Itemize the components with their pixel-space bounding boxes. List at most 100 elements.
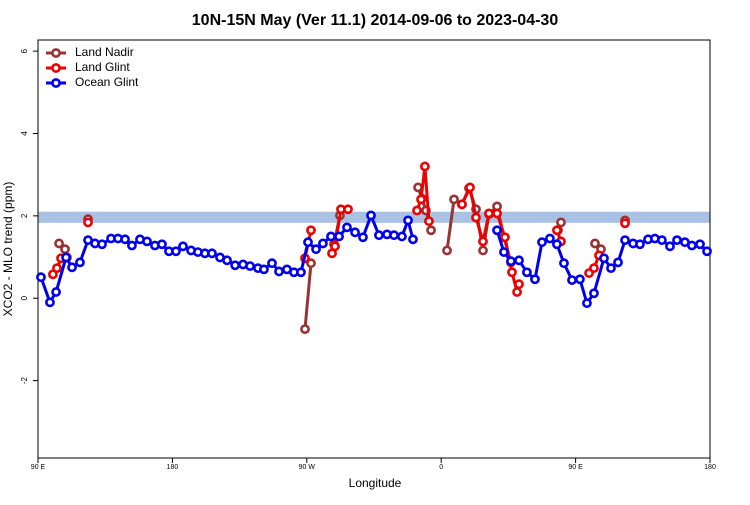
- data-point: [449, 194, 459, 205]
- data-point: [514, 279, 524, 290]
- data-point: [484, 208, 494, 219]
- data-point: [36, 272, 46, 283]
- data-point: [537, 237, 547, 248]
- data-point: [142, 236, 152, 247]
- data-point: [61, 252, 71, 263]
- data-point: [245, 261, 255, 271]
- data-point: [397, 231, 407, 242]
- data-point: [342, 222, 352, 233]
- data-point: [499, 247, 509, 257]
- legend-marker: [51, 63, 61, 73]
- x-tick-label: 90 E: [31, 464, 46, 471]
- legend-marker: [51, 48, 61, 58]
- data-point: [442, 245, 452, 256]
- data-point: [413, 182, 423, 193]
- data-point: [207, 248, 217, 259]
- data-point: [408, 234, 418, 245]
- data-point: [83, 217, 93, 228]
- data-point: [457, 199, 467, 210]
- y-tick-label: 6: [20, 48, 29, 53]
- y-tick-label: -2: [20, 376, 29, 384]
- data-point: [60, 244, 70, 255]
- data-point: [424, 216, 434, 227]
- data-point: [606, 263, 616, 274]
- data-point: [171, 246, 181, 257]
- data-point: [620, 218, 630, 229]
- data-point: [514, 255, 524, 266]
- data-point: [599, 253, 609, 264]
- data-point: [334, 231, 344, 242]
- data-point: [478, 245, 488, 256]
- data-point: [120, 234, 130, 245]
- data-point: [412, 205, 422, 216]
- data-point: [416, 194, 426, 205]
- data-point: [403, 215, 413, 226]
- data-point: [567, 275, 577, 285]
- data-point: [478, 236, 488, 247]
- data-point: [300, 324, 310, 334]
- data-point: [52, 263, 62, 274]
- data-point: [545, 233, 555, 244]
- data-point: [695, 239, 705, 250]
- data-point: [492, 208, 502, 219]
- y-tick-label: 0: [20, 295, 29, 300]
- data-point: [303, 237, 313, 248]
- plot-frame: [37, 39, 711, 459]
- data-point: [582, 298, 592, 309]
- data-point: [97, 239, 107, 250]
- data-point: [500, 232, 510, 243]
- data-point: [318, 238, 328, 249]
- data-point: [426, 225, 436, 236]
- y-tick-label: 4: [20, 131, 29, 136]
- data-point: [512, 287, 522, 297]
- data-point: [306, 258, 316, 269]
- data-point: [589, 263, 599, 274]
- legend-label: Ocean Glint: [75, 75, 139, 89]
- data-point: [267, 258, 277, 269]
- data-point: [311, 244, 321, 255]
- data-point: [552, 225, 562, 236]
- data-point: [613, 257, 623, 268]
- data-point: [702, 246, 712, 257]
- data-point: [157, 239, 167, 250]
- data-point: [492, 225, 502, 236]
- data-point: [274, 266, 284, 277]
- x-tick-label: 90 W: [299, 464, 316, 471]
- data-point: [465, 182, 475, 193]
- data-point: [178, 241, 188, 252]
- legend-label: Land Glint: [75, 60, 130, 74]
- data-point: [507, 267, 517, 278]
- data-point: [366, 210, 376, 221]
- series-line: [53, 166, 625, 292]
- data-point: [45, 297, 55, 308]
- data-point: [657, 235, 667, 246]
- data-point: [306, 225, 316, 236]
- data-point: [635, 239, 645, 250]
- y-tick-label: 2: [20, 213, 29, 218]
- data-point: [589, 288, 599, 299]
- data-point: [420, 161, 430, 172]
- data-point: [54, 238, 64, 249]
- data-point: [522, 267, 532, 278]
- data-point: [471, 212, 481, 223]
- x-tick-label: 0: [439, 464, 443, 471]
- data-point: [575, 274, 585, 285]
- data-point: [506, 256, 516, 267]
- data-point: [350, 227, 360, 238]
- data-point: [222, 255, 232, 266]
- data-point: [75, 257, 85, 268]
- data-point: [590, 238, 600, 249]
- data-point: [326, 231, 336, 242]
- x-tick-label: 90 E: [568, 464, 583, 471]
- x-tick-label: 180: [167, 464, 179, 471]
- data-point: [559, 258, 569, 269]
- data-point: [296, 267, 306, 278]
- data-point: [259, 264, 269, 275]
- x-tick-label: 180: [704, 464, 716, 471]
- x-axis-label: Longitude: [349, 476, 402, 490]
- data-point: [358, 232, 368, 243]
- data-point: [552, 239, 562, 250]
- data-point: [343, 204, 353, 215]
